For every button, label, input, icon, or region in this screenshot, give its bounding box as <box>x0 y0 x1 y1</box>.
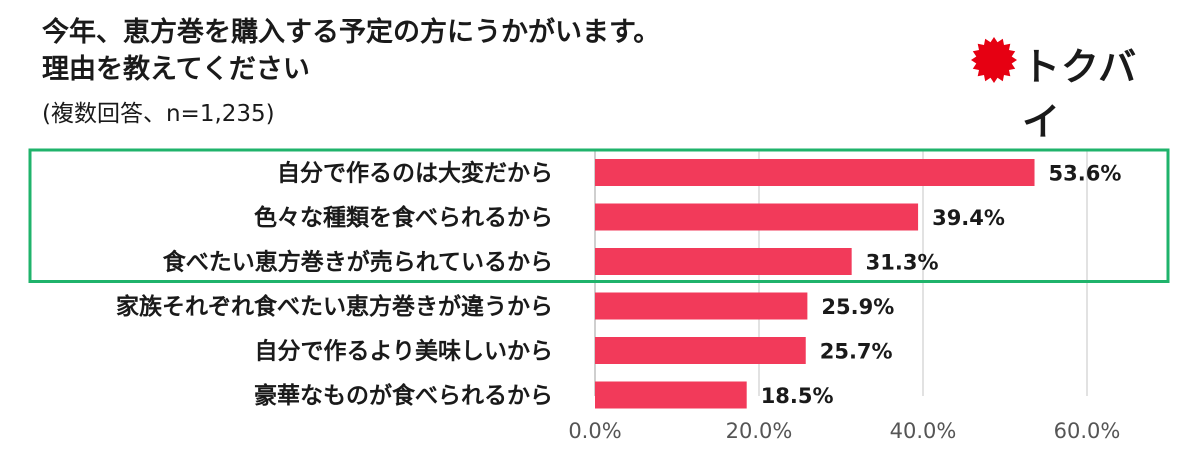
x-tick-label: 40.0% <box>890 419 957 443</box>
bar <box>595 248 852 275</box>
bar <box>595 337 806 364</box>
brand-name: トクバイ <box>1022 45 1138 144</box>
title-line-2: 理由を教えてください <box>42 54 310 85</box>
category-label: 食べたい恵方巻きが売られているから <box>163 249 553 276</box>
value-label: 39.4% <box>932 206 1005 230</box>
value-label: 18.5% <box>761 384 834 408</box>
category-label: 色々な種類を食べられるから <box>254 204 553 231</box>
x-tick-label: 20.0% <box>726 419 793 443</box>
chart-title: 今年、恵方巻を購入する予定の方にうかがいます。 理由を教えてください <box>42 14 660 88</box>
brand-burst-icon <box>971 37 1017 83</box>
category-label: 自分で作るのは大変だから <box>277 160 553 187</box>
value-label: 25.7% <box>820 340 893 364</box>
value-label: 31.3% <box>866 251 939 275</box>
bar <box>595 159 1035 186</box>
bar <box>595 203 919 231</box>
x-tick-label: 0.0% <box>568 419 621 443</box>
bar <box>595 292 808 320</box>
title-line-1: 今年、恵方巻を購入する予定の方にうかがいます。 <box>42 17 661 48</box>
value-label: 53.6% <box>1049 162 1122 186</box>
category-label: 家族それぞれ食べたい恵方巻きが違うから <box>116 293 553 320</box>
chart-subtitle: (複数回答、n=1,235) <box>42 101 275 127</box>
category-label: 自分で作るより美味しいから <box>254 338 553 365</box>
value-label: 25.9% <box>821 295 894 319</box>
x-tick-label: 60.0% <box>1054 419 1121 443</box>
highlight-box <box>28 148 1170 283</box>
brand-logo: トクバイ <box>970 30 1150 144</box>
category-label: 豪華なものが食べられるから <box>254 382 553 409</box>
bar <box>595 381 747 409</box>
